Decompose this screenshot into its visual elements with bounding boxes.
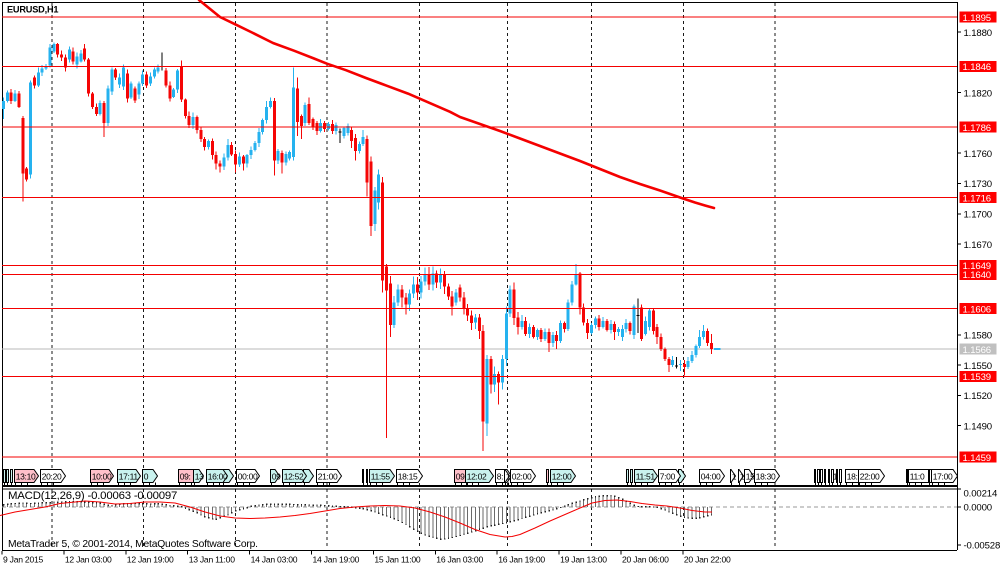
svg-text:1.1846: 1.1846 bbox=[963, 62, 991, 73]
svg-text:1.1786: 1.1786 bbox=[963, 123, 991, 134]
svg-text:8:: 8: bbox=[497, 471, 504, 481]
svg-text:1.1820: 1.1820 bbox=[964, 88, 992, 99]
svg-text:0.0000: 0.0000 bbox=[964, 503, 992, 514]
svg-text:20 Jan 06:00: 20 Jan 06:00 bbox=[622, 555, 669, 565]
svg-text:MetaTrader 5, © 2001-2014, Met: MetaTrader 5, © 2001-2014, MetaQuotes So… bbox=[8, 539, 258, 550]
svg-text:1.1520: 1.1520 bbox=[964, 391, 992, 402]
svg-text:15: 15 bbox=[746, 471, 755, 481]
svg-text:0.00214: 0.00214 bbox=[964, 489, 998, 500]
svg-text:18:: 18: bbox=[847, 471, 858, 481]
svg-text:1.1649: 1.1649 bbox=[963, 261, 991, 272]
svg-text:02:00: 02:00 bbox=[512, 471, 532, 481]
svg-text:1.1895: 1.1895 bbox=[963, 13, 991, 24]
svg-text:19 Jan 13:00: 19 Jan 13:00 bbox=[560, 555, 607, 565]
svg-text:12 Jan 03:00: 12 Jan 03:00 bbox=[65, 555, 112, 565]
svg-text:12:00: 12:00 bbox=[552, 471, 572, 481]
svg-text:16:00: 16:00 bbox=[208, 471, 228, 481]
svg-text:1.1670: 1.1670 bbox=[964, 240, 992, 251]
svg-text:09:: 09: bbox=[180, 471, 191, 481]
svg-text:09: 09 bbox=[456, 471, 465, 481]
svg-text:11:55: 11:55 bbox=[371, 471, 391, 481]
svg-text:1: 1 bbox=[833, 471, 838, 481]
svg-text:1.1459: 1.1459 bbox=[963, 453, 991, 464]
svg-text:1.1716: 1.1716 bbox=[963, 193, 991, 204]
svg-text:1.1640: 1.1640 bbox=[963, 270, 991, 281]
svg-text:13: 13 bbox=[195, 471, 204, 481]
svg-text:11:51: 11:51 bbox=[636, 471, 656, 481]
svg-text:20 Jan 22:00: 20 Jan 22:00 bbox=[684, 555, 731, 565]
svg-text:00:00: 00:00 bbox=[238, 471, 258, 481]
svg-text:12:52: 12:52 bbox=[284, 471, 304, 481]
svg-text:18:30: 18:30 bbox=[756, 471, 776, 481]
svg-text:12 Jan 19:00: 12 Jan 19:00 bbox=[127, 555, 174, 565]
svg-text:17:11: 17:11 bbox=[119, 471, 139, 481]
svg-text:09: 09 bbox=[272, 471, 281, 481]
svg-text:1.1730: 1.1730 bbox=[964, 179, 992, 190]
svg-text:1.1880: 1.1880 bbox=[964, 28, 992, 39]
svg-text:13 Jan 11:00: 13 Jan 11:00 bbox=[189, 555, 236, 565]
svg-text:1.1490: 1.1490 bbox=[964, 421, 992, 432]
svg-text:18:15: 18:15 bbox=[398, 471, 418, 481]
svg-text:22:00: 22:00 bbox=[860, 471, 880, 481]
svg-text:14 Jan 03:00: 14 Jan 03:00 bbox=[251, 555, 298, 565]
svg-text:20:20: 20:20 bbox=[42, 471, 62, 481]
svg-text:1.1580: 1.1580 bbox=[964, 331, 992, 342]
svg-text:17:00: 17:00 bbox=[933, 471, 953, 481]
svg-text:EURUSD,H1: EURUSD,H1 bbox=[7, 5, 58, 15]
svg-text:1: 1 bbox=[506, 471, 511, 481]
svg-text:MACD(12,26,9) -0.00063 -0.0009: MACD(12,26,9) -0.00063 -0.00097 bbox=[8, 490, 177, 502]
svg-text:1: 1 bbox=[740, 471, 745, 481]
svg-text:0: 0 bbox=[144, 471, 149, 481]
svg-text:1.1539: 1.1539 bbox=[963, 372, 991, 383]
svg-text:10:00: 10:00 bbox=[92, 471, 112, 481]
svg-text:7:00: 7:00 bbox=[660, 471, 676, 481]
svg-text:13:10: 13:10 bbox=[16, 471, 36, 481]
svg-text:16 Jan 03:00: 16 Jan 03:00 bbox=[436, 555, 483, 565]
svg-text:12:02: 12:02 bbox=[467, 471, 487, 481]
svg-text:21:00: 21:00 bbox=[318, 471, 338, 481]
svg-text:1.1566: 1.1566 bbox=[963, 345, 991, 356]
svg-text:1.1760: 1.1760 bbox=[964, 149, 992, 160]
svg-text:16 Jan 19:00: 16 Jan 19:00 bbox=[498, 555, 545, 565]
svg-text:9 Jan 2015: 9 Jan 2015 bbox=[3, 555, 43, 565]
svg-text:1: 1 bbox=[732, 471, 737, 481]
svg-text:11:0: 11:0 bbox=[910, 471, 925, 481]
svg-text:1.1700: 1.1700 bbox=[964, 210, 992, 221]
svg-text:1.1606: 1.1606 bbox=[963, 304, 991, 315]
svg-text:1.1550: 1.1550 bbox=[964, 361, 992, 372]
svg-text:04:00: 04:00 bbox=[701, 471, 721, 481]
svg-text:14 Jan 19:00: 14 Jan 19:00 bbox=[313, 555, 360, 565]
svg-text:15 Jan 11:00: 15 Jan 11:00 bbox=[374, 555, 421, 565]
svg-text:-0.00528: -0.00528 bbox=[964, 541, 1000, 552]
